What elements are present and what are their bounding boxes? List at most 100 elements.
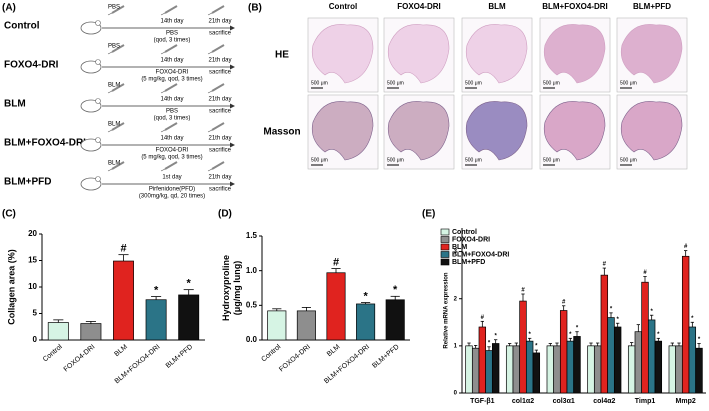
syringe-needle bbox=[107, 90, 113, 94]
arrow-head bbox=[230, 103, 235, 109]
dose: (300mg/kg, qd, 20 times) bbox=[139, 194, 205, 200]
x-tick-label: BLM bbox=[113, 343, 129, 358]
x-tick-label: Control bbox=[260, 343, 282, 363]
bar bbox=[505, 345, 514, 394]
legend-label: BLM+PFD bbox=[452, 259, 485, 266]
significance-mark: * bbox=[187, 278, 192, 290]
syringe-needle bbox=[107, 168, 113, 172]
syringe-needle bbox=[207, 90, 213, 94]
start-day: 14th day bbox=[160, 19, 183, 25]
end-note: sacrifice bbox=[209, 109, 232, 115]
syringe-needle bbox=[207, 51, 213, 55]
treatment: FOXO4-DRI bbox=[156, 148, 189, 154]
x-tick-label: BLM+PFD bbox=[165, 344, 194, 370]
syringe-needle bbox=[207, 129, 213, 133]
syringe-needle bbox=[207, 12, 213, 16]
panel-label: (E) bbox=[422, 209, 435, 220]
bar bbox=[532, 352, 541, 394]
significance-mark: * bbox=[569, 332, 572, 338]
syringe-icon bbox=[111, 122, 125, 131]
arrow-head bbox=[230, 181, 235, 187]
group-label: FOXO4-DRI bbox=[4, 60, 59, 71]
x-tick-label: FOXO4-DRI bbox=[278, 344, 312, 374]
bar bbox=[525, 340, 534, 394]
significance-mark: * bbox=[698, 337, 701, 343]
tissue-section bbox=[387, 24, 450, 84]
bar bbox=[668, 345, 677, 394]
bar bbox=[326, 272, 346, 341]
mouse-ear bbox=[95, 59, 101, 65]
bar bbox=[491, 343, 500, 394]
treatment: FOXO4-DRI bbox=[156, 70, 189, 76]
bar bbox=[385, 299, 405, 341]
y-axis-label: Hydroxyproline(μg/mg lung) bbox=[221, 255, 242, 321]
legend-swatch bbox=[440, 228, 450, 236]
bar bbox=[695, 347, 703, 394]
syringe-icon bbox=[164, 83, 178, 92]
tissue-section bbox=[620, 101, 683, 161]
bar bbox=[600, 274, 609, 394]
end-day: 21th day bbox=[208, 19, 231, 25]
y-tick-label: 2 bbox=[454, 296, 458, 302]
panel-label: (D) bbox=[218, 209, 232, 220]
legend-swatch bbox=[440, 258, 450, 266]
arrow-head bbox=[230, 64, 235, 70]
bar bbox=[613, 326, 622, 394]
significance-mark: * bbox=[528, 332, 531, 338]
significance-mark: * bbox=[363, 290, 368, 302]
y-tick-label: 0 bbox=[454, 391, 458, 397]
agent-label: BLM bbox=[108, 122, 120, 128]
bar bbox=[113, 260, 134, 341]
syringe-needle bbox=[207, 168, 213, 172]
significance-mark: * bbox=[154, 284, 159, 296]
syringe-icon bbox=[164, 122, 178, 131]
y-tick-label: 1.5 bbox=[246, 231, 258, 240]
scale-bar-label: 500 μm bbox=[311, 157, 328, 163]
bar bbox=[553, 345, 561, 394]
bar bbox=[519, 300, 527, 394]
bar bbox=[465, 345, 473, 394]
syringe-needle bbox=[160, 129, 166, 133]
bar bbox=[47, 322, 69, 341]
row-header: HE bbox=[275, 50, 289, 61]
bar bbox=[145, 299, 167, 341]
start-day: 14th day bbox=[160, 97, 183, 103]
column-header: Control bbox=[329, 2, 357, 11]
syringe-needle bbox=[107, 51, 113, 55]
syringe-icon bbox=[211, 122, 225, 131]
tissue-section bbox=[465, 101, 528, 161]
treatment: PBS bbox=[166, 109, 178, 115]
scale-bar-label: 500 μm bbox=[620, 80, 637, 86]
arrow-head bbox=[230, 25, 235, 31]
bar bbox=[607, 317, 615, 394]
end-day: 21th day bbox=[208, 136, 231, 142]
x-tick-label: FOXO4-DRI bbox=[63, 344, 97, 374]
y-axis-label: Collagen area (%) bbox=[6, 249, 16, 325]
scale-bar-label: 500 μm bbox=[311, 80, 328, 86]
agent-label: BLM bbox=[108, 161, 120, 167]
legend-swatch bbox=[440, 243, 450, 251]
mouse-ear bbox=[95, 20, 101, 26]
tissue-section bbox=[387, 101, 450, 161]
tissue-section bbox=[543, 24, 606, 84]
syringe-icon bbox=[211, 5, 225, 14]
end-note: sacrifice bbox=[209, 148, 232, 154]
significance-mark: # bbox=[521, 288, 525, 294]
tissue-section bbox=[311, 101, 374, 161]
syringe-needle bbox=[160, 51, 166, 55]
mouse-icon bbox=[80, 60, 102, 74]
significance-mark: # bbox=[333, 256, 339, 268]
syringe-needle bbox=[160, 168, 166, 172]
syringe-needle bbox=[160, 12, 166, 16]
y-tick-label: 5 bbox=[33, 309, 38, 318]
bar bbox=[512, 345, 521, 394]
significance-mark: * bbox=[657, 332, 660, 338]
scale-bar-label: 500 μm bbox=[620, 157, 637, 163]
end-day: 21th day bbox=[208, 58, 231, 64]
significance-mark: * bbox=[393, 284, 398, 296]
significance-mark: # bbox=[684, 244, 688, 250]
treatment: Pirfenidone(PFD) bbox=[149, 187, 195, 193]
y-tick-label: 0.0 bbox=[246, 335, 258, 344]
bar bbox=[587, 345, 595, 394]
scale-bar-label: 500 μm bbox=[387, 157, 404, 163]
